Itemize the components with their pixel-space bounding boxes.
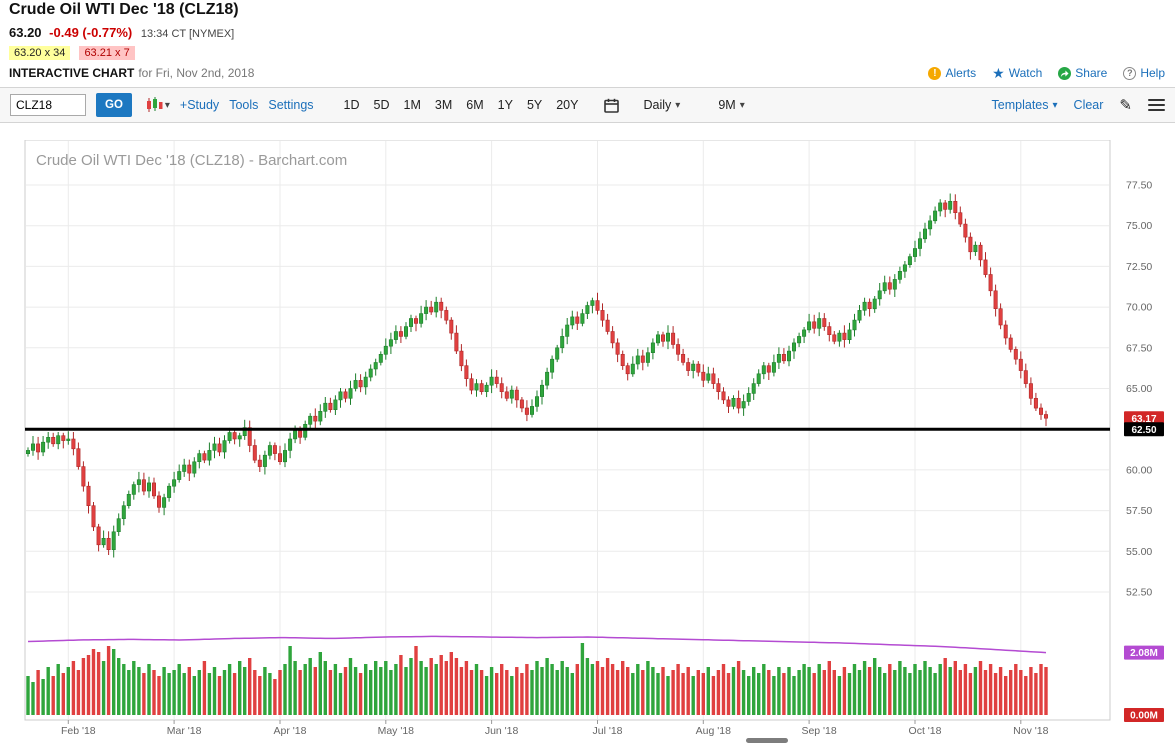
bid-size-chip: 63.20 x 34 xyxy=(9,46,71,60)
go-button[interactable]: GO xyxy=(96,93,132,117)
chevron-down-icon: ▾ xyxy=(675,99,681,111)
svg-text:Feb '18: Feb '18 xyxy=(61,725,96,737)
svg-text:55.00: 55.00 xyxy=(1126,546,1152,558)
svg-text:May '18: May '18 xyxy=(378,725,415,737)
svg-text:57.50: 57.50 xyxy=(1126,505,1152,517)
draw-pencil-icon[interactable]: ✎ xyxy=(1119,97,1132,114)
svg-text:0.00M: 0.00M xyxy=(1130,711,1158,722)
range-button-1d[interactable]: 1D xyxy=(343,98,360,112)
share-label: Share xyxy=(1075,66,1108,80)
chart-date-label: for Fri, Nov 2nd, 2018 xyxy=(138,66,255,80)
chevron-down-icon: ▾ xyxy=(164,99,170,111)
range-button-5y[interactable]: 5Y xyxy=(526,98,543,112)
svg-text:2.08M: 2.08M xyxy=(1130,648,1158,659)
clear-button[interactable]: Clear xyxy=(1073,98,1104,112)
quote-time: 13:34 CT [NYMEX] xyxy=(140,28,235,40)
svg-text:Oct '18: Oct '18 xyxy=(909,725,942,737)
svg-text:Apr '18: Apr '18 xyxy=(274,725,307,737)
chevron-down-icon: ▾ xyxy=(739,99,745,111)
settings-button[interactable]: Settings xyxy=(268,98,314,112)
svg-text:Crude Oil WTI Dec '18 (CLZ18): Crude Oil WTI Dec '18 (CLZ18) - Barchart… xyxy=(36,152,347,169)
frequency-value: Daily xyxy=(643,98,672,112)
page-title: Crude Oil WTI Dec '18 (CLZ18) xyxy=(9,1,239,18)
svg-text:Sep '18: Sep '18 xyxy=(801,725,836,737)
calendar-button[interactable] xyxy=(604,98,620,113)
menu-hamburger-icon[interactable] xyxy=(1148,96,1165,114)
price-change: -0.49 (-0.77%) xyxy=(49,25,133,40)
interactive-chart-row: INTERACTIVE CHART for Fri, Nov 2nd, 2018… xyxy=(9,66,1165,81)
bid-ask-row: 63.20 x 34 63.21 x 7 xyxy=(9,46,135,60)
candlestick-icon xyxy=(146,97,163,112)
svg-text:Jun '18: Jun '18 xyxy=(485,725,519,737)
range-buttons: 1D 5D 1M 3M 6M 1Y 5Y 20Y xyxy=(338,95,585,115)
templates-dropdown[interactable]: Templates ▾ xyxy=(992,98,1058,112)
calendar-icon xyxy=(604,98,620,113)
svg-text:75.00: 75.00 xyxy=(1126,220,1152,232)
watch-link[interactable]: ★ Watch xyxy=(992,64,1043,81)
quote-row: 63.20 -0.49 (-0.77%) 13:34 CT [NYMEX] xyxy=(9,25,234,40)
chevron-down-icon: ▾ xyxy=(1052,99,1058,111)
range-button-20y[interactable]: 20Y xyxy=(556,98,579,112)
svg-text:Aug '18: Aug '18 xyxy=(696,725,731,737)
help-icon: ? xyxy=(1123,66,1137,80)
range-button-1m[interactable]: 1M xyxy=(403,98,421,112)
range-button-5d[interactable]: 5D xyxy=(373,98,390,112)
svg-text:60.00: 60.00 xyxy=(1126,464,1152,476)
svg-text:77.50: 77.50 xyxy=(1126,180,1152,192)
svg-text:63.17: 63.17 xyxy=(1131,414,1156,425)
chart-type-dropdown[interactable]: ▾ xyxy=(146,97,170,113)
range-button-3m[interactable]: 3M xyxy=(434,98,453,112)
svg-text:70.00: 70.00 xyxy=(1126,302,1152,314)
add-study-button[interactable]: +Study xyxy=(179,98,220,112)
symbol-input[interactable] xyxy=(10,94,86,116)
range-button-1y[interactable]: 1Y xyxy=(497,98,513,112)
templates-label: Templates xyxy=(991,98,1049,112)
ask-size-chip: 63.21 x 7 xyxy=(79,46,135,60)
interactive-chart-label: INTERACTIVE CHART xyxy=(9,66,135,80)
last-price: 63.20 xyxy=(9,25,42,40)
svg-text:Nov '18: Nov '18 xyxy=(1013,725,1048,737)
span-dropdown[interactable]: 9M ▾ xyxy=(718,98,744,112)
svg-text:52.50: 52.50 xyxy=(1126,587,1152,599)
span-value: 9M xyxy=(718,98,736,112)
watch-star-icon: ★ xyxy=(992,64,1005,81)
alerts-icon: ! xyxy=(928,66,942,80)
quote-header: Crude Oil WTI Dec '18 (CLZ18) 63.20 -0.4… xyxy=(0,0,1175,88)
share-icon xyxy=(1058,66,1072,80)
range-button-6m[interactable]: 6M xyxy=(466,98,484,112)
watch-label: Watch xyxy=(1008,66,1043,80)
horizontal-scrollbar-thumb[interactable] xyxy=(746,738,788,743)
chart-toolbar: GO ▾ +Study Tools Settings 1D 5D 1M 3M 6… xyxy=(0,88,1175,123)
frequency-dropdown[interactable]: Daily ▾ xyxy=(643,98,680,112)
svg-text:Mar '18: Mar '18 xyxy=(167,725,202,737)
svg-text:62.50: 62.50 xyxy=(1131,425,1156,436)
help-link[interactable]: ? Help xyxy=(1123,66,1165,80)
toolbar-right-tools: Templates ▾ Clear ✎ xyxy=(992,96,1165,114)
alerts-link[interactable]: ! Alerts xyxy=(928,66,976,80)
tools-button[interactable]: Tools xyxy=(229,98,259,112)
help-label: Help xyxy=(1140,66,1165,80)
header-links: ! Alerts ★ Watch Share ? Help xyxy=(928,66,1165,80)
svg-text:67.50: 67.50 xyxy=(1126,342,1152,354)
svg-text:Jul '18: Jul '18 xyxy=(592,725,622,737)
svg-text:72.50: 72.50 xyxy=(1126,261,1152,273)
svg-text:65.00: 65.00 xyxy=(1126,383,1152,395)
share-link[interactable]: Share xyxy=(1058,66,1107,80)
chart-canvas[interactable]: 77.50 75.00 72.50 70.00 67.50 65.00 62.50 60.00… xyxy=(0,140,1175,744)
alerts-label: Alerts xyxy=(945,66,977,80)
